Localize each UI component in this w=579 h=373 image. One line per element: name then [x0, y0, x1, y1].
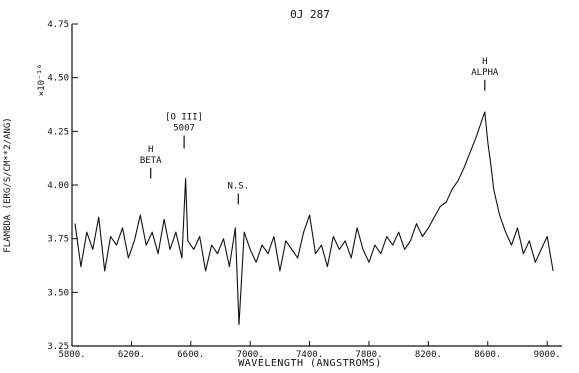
x-tick-label: 7400. [296, 350, 323, 360]
x-tick-label: 9000. [534, 350, 561, 360]
annotation-label: H [482, 57, 487, 67]
annotation-label: BETA [140, 156, 162, 166]
y-axis-ticks: 3.25 3.50 3.75 4.00 4.25 4.50 4.75 [47, 20, 78, 352]
annotation-label: ALPHA [471, 68, 499, 78]
x-tick-label: 6600. [177, 350, 204, 360]
y-tick-label: 4.50 [47, 74, 69, 84]
x-tick-label: 8200. [415, 350, 442, 360]
x-tick-label: 7000. [237, 350, 264, 360]
x-axis-ticks: 5800. 6200. 6600. 7000. 7400. 7800. 8200. 8600.… [58, 341, 561, 360]
annotation-label: N.S. [227, 182, 249, 192]
x-tick-label: 5800. [58, 350, 85, 360]
y-axis-label: FLAMBDA (ERG/S/CM**2/ANG) [3, 117, 13, 252]
y-tick-label: 3.50 [47, 288, 69, 298]
x-tick-label: 6200. [118, 350, 145, 360]
y-tick-label: 3.25 [47, 342, 69, 352]
annotation-label: 5007 [173, 124, 195, 134]
chart-title: 0J 287 [290, 8, 330, 21]
annotation-label: [O III] [165, 113, 203, 123]
y-tick-label: 4.75 [47, 20, 69, 30]
y-axis-multiplier: ×10⁻¹⁶ [37, 64, 47, 97]
x-axis-label: WAVELENGTH (ANGSTROMS) [238, 358, 381, 369]
y-tick-label: 3.75 [47, 235, 69, 245]
annotation-label: H [148, 145, 153, 155]
x-tick-label: 7800. [355, 350, 382, 360]
spectrum-series-line [74, 111, 554, 326]
x-tick-label: 8600. [474, 350, 501, 360]
y-tick-label: 4.25 [47, 127, 69, 137]
y-tick-label: 4.00 [47, 181, 69, 191]
